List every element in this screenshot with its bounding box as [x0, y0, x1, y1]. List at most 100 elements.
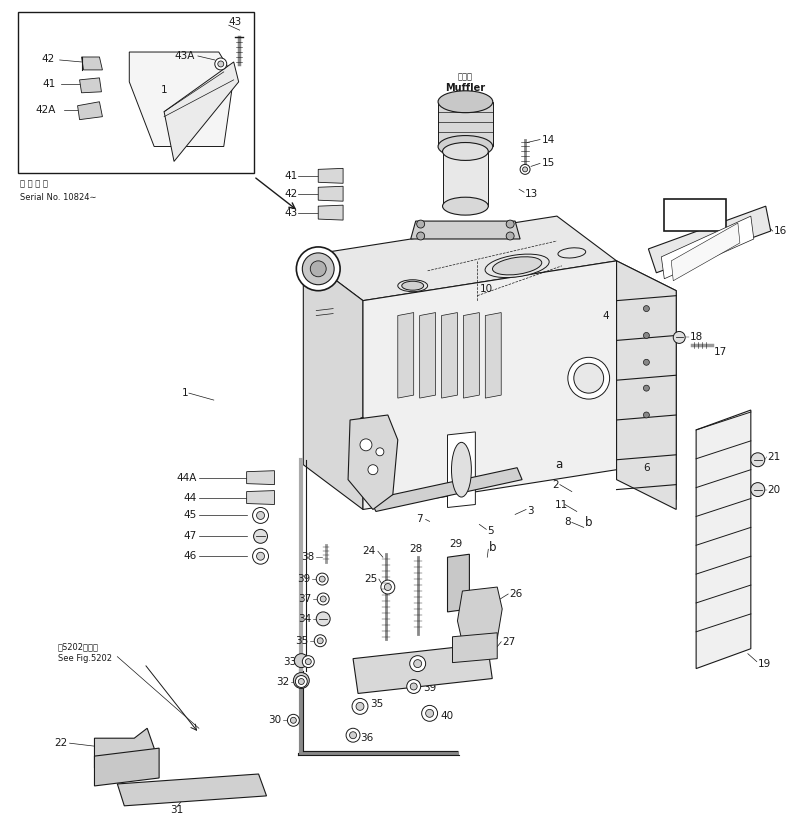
- Circle shape: [356, 702, 364, 710]
- Polygon shape: [303, 216, 616, 300]
- Circle shape: [506, 220, 514, 228]
- Text: 31: 31: [171, 805, 183, 815]
- Text: 30: 30: [268, 715, 282, 725]
- Polygon shape: [448, 432, 475, 507]
- Text: 41: 41: [42, 79, 56, 89]
- Circle shape: [422, 706, 438, 721]
- Text: 27: 27: [502, 637, 515, 647]
- Circle shape: [346, 728, 360, 742]
- Text: 18: 18: [690, 333, 704, 343]
- Polygon shape: [94, 748, 159, 786]
- Circle shape: [317, 637, 323, 644]
- Polygon shape: [79, 78, 102, 93]
- Text: 29: 29: [449, 540, 462, 549]
- Text: 36: 36: [360, 733, 373, 743]
- Circle shape: [295, 676, 307, 687]
- Circle shape: [416, 220, 425, 228]
- Circle shape: [426, 710, 434, 717]
- Text: 22: 22: [54, 738, 68, 748]
- Circle shape: [310, 261, 326, 276]
- Circle shape: [751, 453, 765, 466]
- Text: 24: 24: [363, 546, 376, 556]
- Circle shape: [414, 660, 422, 667]
- Circle shape: [297, 247, 340, 290]
- Circle shape: [316, 612, 331, 626]
- Text: 42A: 42A: [35, 105, 56, 115]
- Polygon shape: [419, 313, 435, 398]
- Text: 35: 35: [295, 636, 309, 646]
- Text: a: a: [640, 282, 647, 295]
- Circle shape: [644, 385, 649, 391]
- Polygon shape: [442, 151, 488, 206]
- Polygon shape: [457, 587, 502, 642]
- Text: 適 用 号 機: 適 用 号 機: [20, 180, 48, 188]
- Circle shape: [381, 580, 395, 594]
- Polygon shape: [648, 206, 770, 273]
- Text: 7: 7: [416, 515, 423, 525]
- Text: 3: 3: [527, 506, 534, 516]
- Ellipse shape: [485, 254, 549, 277]
- Polygon shape: [438, 102, 493, 146]
- Polygon shape: [411, 221, 520, 239]
- Text: Muffler: Muffler: [445, 83, 486, 93]
- Polygon shape: [353, 644, 492, 693]
- Polygon shape: [318, 205, 343, 220]
- Circle shape: [294, 654, 309, 667]
- Circle shape: [320, 576, 325, 582]
- Circle shape: [302, 253, 334, 285]
- Circle shape: [314, 635, 326, 647]
- Text: 45: 45: [183, 510, 197, 520]
- Polygon shape: [246, 471, 275, 485]
- Circle shape: [673, 331, 685, 344]
- Text: 19: 19: [758, 659, 771, 669]
- Polygon shape: [671, 223, 740, 281]
- Text: b: b: [585, 516, 593, 529]
- Text: 13: 13: [525, 189, 538, 199]
- Circle shape: [644, 412, 649, 418]
- Polygon shape: [616, 261, 676, 510]
- Text: 6: 6: [644, 462, 650, 473]
- Text: 1: 1: [182, 388, 189, 398]
- Polygon shape: [696, 410, 751, 669]
- Polygon shape: [129, 52, 234, 146]
- Text: 37: 37: [298, 594, 312, 604]
- Ellipse shape: [493, 256, 541, 275]
- Text: マフラ: マフラ: [458, 72, 473, 81]
- Text: 42: 42: [42, 54, 55, 64]
- Text: 26: 26: [509, 589, 523, 599]
- Ellipse shape: [568, 358, 610, 399]
- Text: See Fig.5202: See Fig.5202: [57, 654, 112, 663]
- Polygon shape: [94, 728, 154, 768]
- Polygon shape: [442, 313, 457, 398]
- Circle shape: [253, 507, 268, 524]
- Text: 34: 34: [298, 614, 312, 624]
- Polygon shape: [448, 554, 469, 612]
- Text: FWD: FWD: [681, 210, 710, 220]
- Text: 20: 20: [768, 485, 781, 495]
- Text: 1: 1: [161, 85, 168, 95]
- Polygon shape: [486, 313, 501, 398]
- Circle shape: [506, 232, 514, 240]
- Text: 23: 23: [427, 659, 441, 669]
- Circle shape: [644, 359, 649, 365]
- Circle shape: [257, 552, 264, 560]
- Text: 42: 42: [284, 189, 297, 199]
- Circle shape: [376, 448, 384, 456]
- Polygon shape: [164, 62, 238, 161]
- Text: 44: 44: [183, 492, 197, 502]
- Text: 4: 4: [603, 310, 609, 320]
- Text: 8: 8: [563, 517, 571, 527]
- Ellipse shape: [438, 90, 493, 113]
- Circle shape: [352, 698, 368, 715]
- Circle shape: [253, 549, 268, 564]
- Polygon shape: [370, 468, 522, 511]
- Circle shape: [368, 465, 378, 475]
- Circle shape: [416, 232, 425, 240]
- Circle shape: [316, 574, 328, 585]
- Text: 16: 16: [774, 226, 787, 236]
- Circle shape: [298, 679, 305, 685]
- Ellipse shape: [574, 364, 604, 393]
- Text: 40: 40: [441, 711, 453, 721]
- Circle shape: [320, 596, 326, 602]
- Text: 46: 46: [183, 551, 197, 561]
